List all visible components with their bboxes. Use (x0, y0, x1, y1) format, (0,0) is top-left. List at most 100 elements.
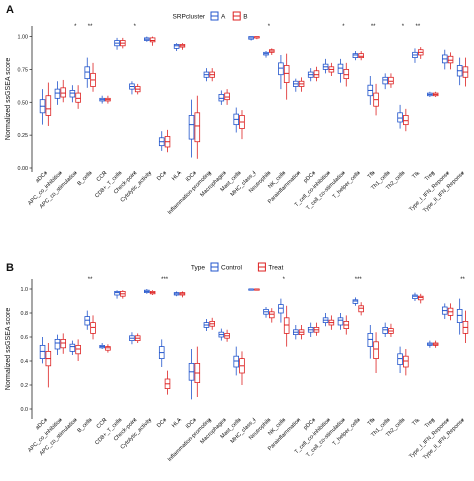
box-control (54, 338, 61, 350)
box-control (456, 308, 463, 323)
legend-entry-0: A (221, 14, 226, 21)
box-treat (373, 341, 379, 359)
y-tick-label: 0.50 (18, 100, 29, 106)
significance-label: * (283, 277, 286, 283)
category-label: TIL (411, 170, 421, 180)
y-tick-label: 0.2 (21, 383, 29, 389)
y-tick-label: 1.00 (18, 35, 29, 41)
category-label: HLA (171, 417, 183, 429)
box-b (60, 87, 67, 98)
category-group-18: pDCs (303, 66, 320, 184)
panel-label-a: A (6, 4, 14, 16)
category-group-2: *APC_co_stimulation (39, 24, 81, 210)
box-b (45, 95, 52, 116)
category-group-24: Th2_cells (385, 346, 409, 438)
category-label: CCR (96, 170, 109, 183)
panel-label-b: B (6, 262, 14, 274)
legend: Type Control Treat (191, 262, 284, 272)
significance-label: ** (88, 277, 93, 283)
y-tick-label: 0.00 (18, 166, 29, 172)
legend-title: Type (191, 265, 205, 272)
category-group-22: ** Tfh (367, 24, 379, 180)
category-label: B_cells (77, 417, 94, 434)
box-treat (90, 322, 96, 334)
box-control (397, 353, 403, 365)
significance-label: * (74, 24, 77, 30)
box-control (352, 299, 359, 304)
y-axis-title: Normalized ssGSEA score (5, 58, 12, 141)
category-label: T_helper_cells (332, 170, 362, 200)
box-a (352, 53, 359, 58)
category-group-4: CCR (96, 343, 111, 430)
box-b (224, 92, 230, 101)
category-group-0: aDCs (35, 337, 52, 431)
box-a (173, 44, 180, 49)
category-group-25: TIL (411, 292, 424, 427)
category-group-24: *Th2_cells (385, 24, 409, 191)
box-b (358, 53, 364, 58)
category-group-9: HLA (171, 43, 186, 182)
category-group-15: *Neutrophils (248, 24, 275, 194)
category-label: DCs (156, 170, 168, 182)
box-treat (358, 305, 364, 313)
category-label: Tfh (367, 170, 377, 180)
y-tick-label: 0.8 (21, 311, 29, 317)
box-treat (283, 317, 290, 334)
box-treat (75, 344, 81, 355)
box-a (337, 63, 344, 74)
category-group-13: Mast_cells (220, 346, 245, 440)
box-a (382, 76, 388, 85)
category-group-26: Treg (424, 91, 439, 182)
significance-label: ** (460, 277, 465, 283)
category-group-21: *** T_helper_cells (332, 277, 364, 447)
significance-label: *** (355, 277, 363, 283)
category-label: B_cells (77, 170, 94, 187)
category-group-10: iDCs (185, 346, 201, 430)
legend-entry-1: B (243, 14, 247, 21)
box-treat (403, 355, 409, 368)
category-label: Tfh (367, 417, 377, 427)
category-group-4: CCR (96, 95, 111, 183)
category-group-18: pDCs (303, 322, 320, 431)
box-treat (268, 311, 275, 319)
box-b (283, 65, 290, 83)
box-a (54, 88, 61, 99)
box-control (233, 355, 240, 368)
box-control (382, 326, 388, 334)
box-b (75, 92, 81, 103)
significance-label: ** (371, 24, 376, 30)
significance-label: ** (88, 24, 93, 30)
category-label: CCR (96, 417, 109, 430)
panel-a: A SRPcluster A B Normalized ssGSEA score 0.00… (5, 4, 469, 216)
category-label: DCs (156, 417, 168, 429)
category-label: HLA (171, 170, 183, 182)
category-label: iDCs (185, 417, 198, 430)
box-b (403, 115, 409, 126)
legend-entry-1: Treat (268, 265, 283, 272)
box-control (337, 317, 344, 326)
box-control (69, 343, 76, 352)
category-group-8: *** DCs (156, 277, 171, 429)
significance-label: * (268, 24, 271, 30)
category-group-6: *Check-point (113, 24, 141, 196)
significance-label: * (134, 24, 137, 30)
box-a (188, 115, 195, 140)
panel-b: B Type Control Treat Normalized ssGSEA score… (5, 262, 469, 463)
box-a (218, 94, 225, 102)
box-control (84, 316, 91, 326)
box-control (39, 344, 46, 359)
y-tick-label: 0.0 (21, 407, 29, 413)
box-a (278, 62, 284, 76)
y-tick-label: 0.4 (21, 359, 29, 365)
y-tick-label: 0.75 (18, 67, 29, 73)
box-control (114, 290, 120, 296)
box-b (388, 76, 394, 85)
significance-label: ** (416, 24, 421, 30)
box-b (447, 55, 454, 64)
box-control (412, 294, 418, 299)
y-tick-label: 0.25 (18, 133, 29, 139)
box-a (69, 90, 76, 98)
category-label: T_helper_cells (332, 417, 362, 447)
legend-title: SRPcluster (172, 14, 205, 21)
category-group-3: ** B_cells (77, 24, 96, 187)
